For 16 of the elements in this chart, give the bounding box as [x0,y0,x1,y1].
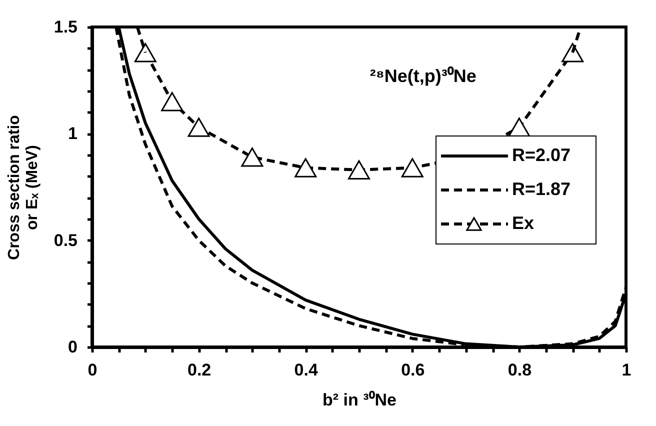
annotation: ²⁸Ne(t,p)³⁰Ne [370,66,476,86]
x-tick-label: 0 [88,360,98,380]
x-tick-label: 1 [622,360,632,380]
y-axis-title: Cross section ratio or Eₓ (MeV) [6,114,41,260]
legend-label: R=1.87 [512,179,571,199]
y-tick-label: 1.5 [54,18,78,36]
y-tick-label: 0.5 [54,230,78,250]
legend-label: R=2.07 [512,145,571,165]
legend-label: Ex [512,213,534,233]
x-tick-label: 0.2 [187,360,212,380]
x-tick-label: 0.6 [401,360,425,380]
x-tick-label: 0.4 [294,360,318,380]
y-tick-label: 0 [68,338,78,356]
x-axis-title: b² in ³⁰Ne [322,390,396,410]
y-tick-label: 1 [68,124,78,144]
x-tick-label: 0.8 [508,360,532,380]
